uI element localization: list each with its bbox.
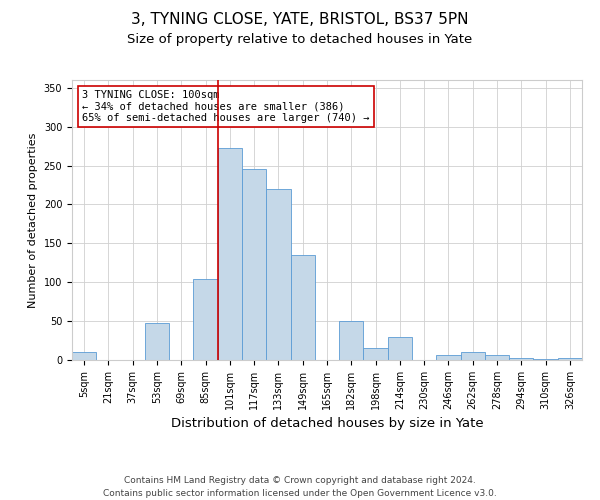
Bar <box>533 359 558 360</box>
Bar <box>558 358 582 360</box>
X-axis label: Distribution of detached houses by size in Yate: Distribution of detached houses by size … <box>170 418 484 430</box>
Text: 3 TYNING CLOSE: 100sqm
← 34% of detached houses are smaller (386)
65% of semi-de: 3 TYNING CLOSE: 100sqm ← 34% of detached… <box>82 90 370 123</box>
Bar <box>339 321 364 360</box>
Bar <box>364 348 388 360</box>
Bar <box>218 148 242 360</box>
Bar <box>461 352 485 360</box>
Bar <box>290 255 315 360</box>
Bar <box>145 324 169 360</box>
Text: Size of property relative to detached houses in Yate: Size of property relative to detached ho… <box>127 32 473 46</box>
Bar <box>72 352 96 360</box>
Bar <box>266 189 290 360</box>
Bar <box>193 279 218 360</box>
Text: Contains HM Land Registry data © Crown copyright and database right 2024.
Contai: Contains HM Land Registry data © Crown c… <box>103 476 497 498</box>
Y-axis label: Number of detached properties: Number of detached properties <box>28 132 38 308</box>
Bar <box>388 336 412 360</box>
Bar <box>436 354 461 360</box>
Bar <box>242 170 266 360</box>
Bar <box>509 358 533 360</box>
Text: 3, TYNING CLOSE, YATE, BRISTOL, BS37 5PN: 3, TYNING CLOSE, YATE, BRISTOL, BS37 5PN <box>131 12 469 28</box>
Bar <box>485 354 509 360</box>
